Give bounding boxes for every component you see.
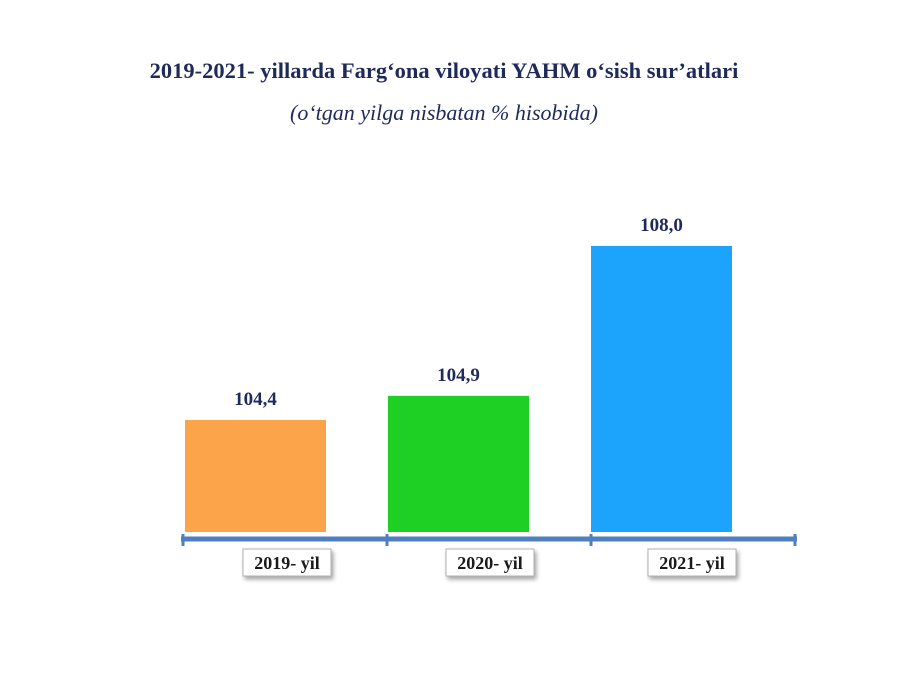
chart-subtitle: (o‘tgan yilga nisbatan % hisobida) [290, 100, 598, 125]
bar-2021 [591, 246, 732, 532]
category-box [647, 548, 737, 577]
bar-2020 [388, 395, 529, 532]
value-label: 104,4 [234, 389, 277, 410]
chart-title: 2019-2021- yillarda Farg‘ona viloyati YA… [149, 58, 739, 83]
category-label: 2021- yil [659, 553, 725, 573]
category-label: 2020- yil [457, 553, 523, 573]
category-label: 2019- yil [254, 553, 320, 573]
category-box [242, 548, 332, 577]
value-label: 108,0 [640, 215, 683, 236]
category-box [445, 548, 535, 577]
value-label: 104,9 [437, 365, 480, 386]
bar-2019 [185, 420, 326, 532]
